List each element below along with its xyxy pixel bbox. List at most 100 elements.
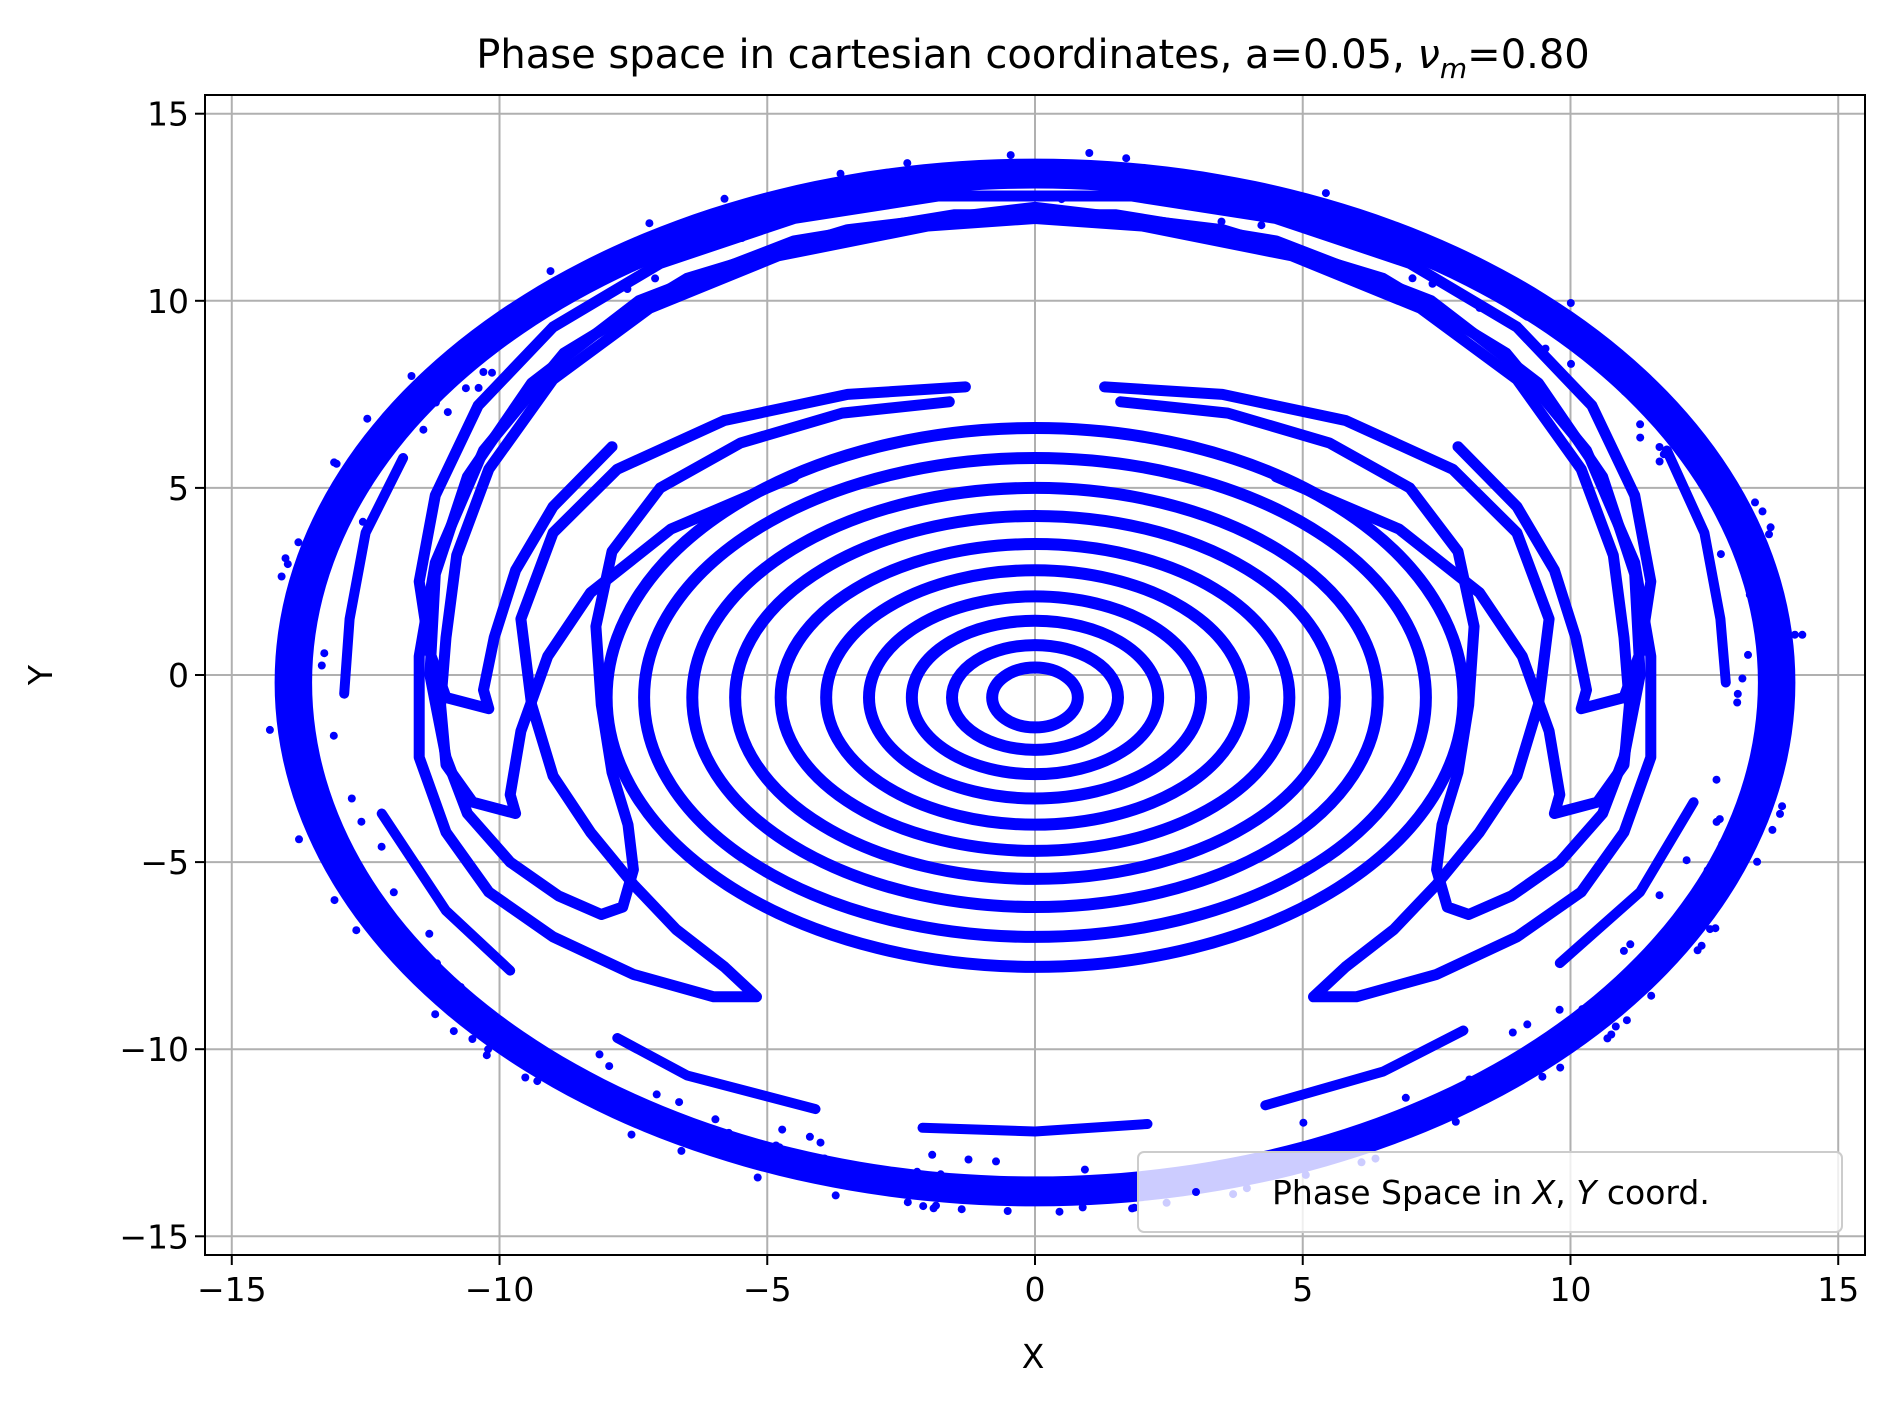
scatter-point: [1689, 900, 1698, 909]
scatter-point: [1080, 1165, 1089, 1174]
scatter-point: [1769, 697, 1778, 706]
scatter-point: [1268, 193, 1277, 202]
scatter-point: [1580, 1024, 1589, 1033]
scatter-point: [1035, 178, 1044, 187]
scatter-point: [484, 1045, 493, 1054]
y-tick-label: −15: [119, 1217, 189, 1256]
scatter-point: [1257, 221, 1266, 230]
scatter-point: [1078, 1187, 1087, 1195]
island-arc: [1554, 797, 1699, 969]
scatter-point: [347, 794, 356, 803]
scatter-point: [724, 1140, 733, 1149]
island-arc: [339, 453, 409, 699]
scatter-point: [431, 398, 440, 407]
scatter-point: [1718, 839, 1727, 848]
scatter-point: [974, 1185, 983, 1194]
scatter-point: [295, 835, 303, 844]
scatter-point: [1636, 420, 1645, 429]
legend-marker: [1192, 1188, 1200, 1196]
scatter-point: [396, 922, 405, 931]
scatter-point: [1716, 550, 1725, 559]
scatter-point: [299, 618, 308, 627]
scatter-point: [533, 1050, 542, 1058]
scatter-point: [1738, 674, 1747, 683]
scatter-point: [1647, 991, 1656, 1000]
scatter-point: [533, 1077, 542, 1086]
y-tick-label: 0: [168, 656, 189, 695]
island-arc: [917, 1119, 1153, 1137]
scatter-point: [762, 1151, 771, 1159]
scatter-point: [1695, 468, 1704, 477]
scatter-point: [1655, 457, 1664, 466]
scatter-point: [391, 412, 400, 421]
scatter-point: [1622, 1016, 1631, 1025]
scatter-point: [461, 384, 470, 393]
x-tick-label: −5: [743, 1270, 792, 1309]
scatter-point: [669, 245, 677, 254]
scatter-point: [1745, 590, 1754, 599]
scatter-point: [1518, 329, 1527, 338]
scatter-point: [903, 1198, 912, 1207]
scatter-point: [1538, 1072, 1547, 1081]
scatter-point: [1616, 372, 1625, 381]
scatter-point: [1758, 507, 1767, 516]
scatter-point: [737, 234, 746, 242]
separatrix-curve: [435, 213, 1635, 819]
scatter-point: [1682, 856, 1691, 865]
scatter-point: [329, 522, 338, 531]
scatter-point: [1672, 419, 1681, 428]
scatter-point: [1778, 802, 1787, 811]
scatter-point: [724, 1128, 733, 1137]
scatter-point: [333, 511, 342, 520]
invariant-torus-ring: [729, 509, 1341, 885]
scatter-point: [1790, 630, 1799, 639]
scatter-point: [928, 1150, 937, 1159]
scatter-point: [1620, 387, 1629, 396]
x-tick-label: 15: [1817, 1270, 1859, 1309]
scatter-point: [377, 842, 386, 851]
scatter-point: [1246, 203, 1255, 212]
scatter-point: [1263, 199, 1272, 208]
scatter-point: [595, 1050, 604, 1059]
scatter-point: [1662, 415, 1671, 424]
scatter-point: [1712, 817, 1721, 826]
scatter-point: [1751, 498, 1759, 507]
scatter-point: [1555, 1005, 1564, 1014]
scatter-point: [1057, 195, 1066, 204]
invariant-torus-ring: [905, 614, 1165, 781]
scatter-point: [1578, 1005, 1587, 1014]
scatter-point: [532, 1041, 541, 1050]
scatter-point: [1744, 650, 1752, 659]
scatter-point: [320, 649, 329, 658]
scatter-point: [919, 1202, 928, 1211]
scatter-point: [330, 458, 339, 467]
scatter-point: [407, 372, 416, 380]
scatter-point: [1078, 1203, 1087, 1212]
scatter-point: [1230, 181, 1239, 189]
scatter-point: [1697, 941, 1706, 950]
data-layer: [265, 149, 1807, 1216]
scatter-point: [521, 1073, 530, 1082]
scatter-point: [1006, 151, 1015, 160]
scatter-point: [1056, 170, 1065, 179]
scatter-point: [1768, 825, 1777, 834]
scatter-point: [1753, 857, 1762, 866]
scatter-point: [314, 791, 323, 800]
scatter-point: [926, 1173, 935, 1182]
scatter-point: [265, 725, 274, 734]
scatter-point: [1122, 154, 1131, 163]
scatter-point: [301, 654, 310, 663]
scatter-point: [419, 425, 428, 434]
x-axis-ticks: −15 −10 −5 0 5 10 15: [197, 1255, 1859, 1309]
scatter-point: [816, 1138, 825, 1147]
scatter-point: [1773, 732, 1782, 741]
scatter-point: [1541, 344, 1550, 353]
scatter-point: [1655, 443, 1664, 451]
scatter-point: [711, 1115, 720, 1124]
y-tick-label: 10: [147, 282, 189, 321]
scatter-point: [329, 731, 338, 740]
scatter-point: [1327, 1142, 1336, 1151]
scatter-point: [988, 1186, 997, 1195]
scatter-point: [964, 1155, 973, 1164]
scatter-point: [353, 866, 362, 875]
